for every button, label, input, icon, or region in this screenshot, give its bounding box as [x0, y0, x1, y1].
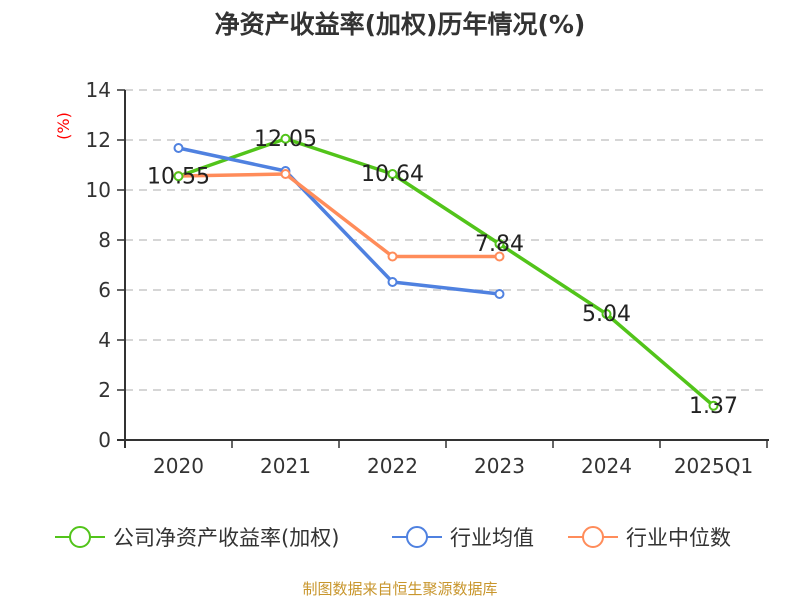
data-point-marker	[708, 400, 719, 411]
chart-title: 净资产收益率(加权)历年情况(%)	[215, 10, 586, 39]
y-tick-label: 6	[98, 278, 111, 302]
series-line-0	[177, 137, 715, 408]
axes	[117, 90, 769, 448]
x-axis-ticks: 2020 2021 2022 2023 2024 2025Q1	[124, 440, 768, 478]
y-tick-label: 14	[86, 78, 111, 102]
data-point-marker	[387, 251, 398, 262]
data-label: 5.04	[582, 302, 631, 327]
x-tick-label: 2021	[260, 454, 311, 478]
data-labels: 10.55 12.05 10.64 7.84 5.04 1.37	[147, 127, 738, 419]
data-label: 10.64	[361, 162, 424, 187]
legend-item: 公司净资产收益率(加权)	[55, 526, 339, 550]
legend-marker-icon	[582, 526, 604, 548]
legend-label: 公司净资产收益率(加权)	[113, 526, 339, 550]
legend-marker-icon	[69, 526, 91, 548]
legend-item: 行业中位数	[568, 526, 731, 550]
y-tick-label: 12	[86, 128, 111, 152]
series-line-1	[178, 146, 500, 296]
data-point-marker	[280, 169, 291, 179]
series-line-2	[178, 172, 500, 259]
data-label: 1.37	[689, 394, 738, 419]
data-point-marker	[494, 251, 505, 262]
data-point-marker	[387, 169, 398, 179]
data-label: 12.05	[254, 127, 317, 152]
x-tick-label: 2025Q1	[674, 454, 753, 478]
data-label: 7.84	[475, 232, 524, 257]
data-point-marker	[494, 239, 505, 249]
x-tick-label: 2020	[153, 454, 204, 478]
y-axis-ticks: 0 2 4 6 8 10 12 14	[86, 78, 125, 452]
x-tick-label: 2023	[474, 454, 525, 478]
data-point-marker	[494, 289, 505, 299]
y-tick-label: 0	[98, 428, 111, 452]
data-point-marker	[173, 143, 184, 153]
series-lines	[173, 133, 719, 411]
data-label: 10.55	[147, 164, 210, 189]
legend-label: 行业均值	[450, 526, 534, 550]
legend: 公司净资产收益率(加权) 行业均值 行业中位数	[55, 526, 731, 550]
y-tick-label: 10	[86, 178, 111, 202]
x-tick-label: 2022	[367, 454, 418, 478]
y-tick-label: 4	[98, 328, 111, 352]
legend-item: 行业均值	[392, 526, 534, 550]
legend-marker-icon	[406, 526, 428, 548]
data-point-marker	[601, 309, 612, 319]
grid-lines	[125, 89, 767, 391]
data-point-marker	[280, 133, 291, 144]
y-tick-label: 8	[98, 228, 111, 252]
data-point-marker	[387, 277, 398, 287]
y-axis-unit-label: (%)	[54, 112, 73, 140]
legend-label: 行业中位数	[626, 526, 731, 550]
x-tick-label: 2024	[581, 454, 632, 478]
y-tick-label: 2	[98, 378, 111, 402]
data-source-note: 制图数据来自恒生聚源数据库	[302, 580, 497, 598]
data-point-marker	[173, 171, 184, 182]
